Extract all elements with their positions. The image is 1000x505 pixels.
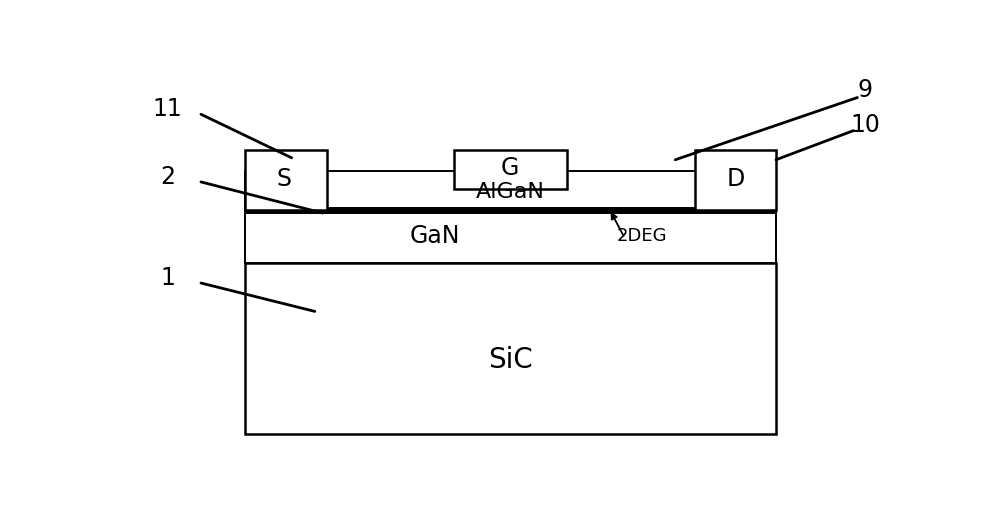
Text: D: D (727, 167, 745, 191)
Bar (245, 171, 776, 210)
Bar (245, 150, 326, 210)
Text: SiC: SiC (488, 346, 533, 374)
Text: 11: 11 (153, 97, 182, 121)
Bar (695, 150, 776, 210)
Bar (245, 263, 776, 434)
Text: G: G (501, 156, 519, 180)
Bar (245, 210, 776, 263)
Text: 2DEG: 2DEG (617, 227, 668, 245)
Bar (454, 150, 567, 189)
Text: S: S (276, 167, 291, 191)
Text: 1: 1 (160, 266, 175, 290)
Text: GaN: GaN (410, 224, 460, 248)
Text: 2: 2 (160, 165, 175, 189)
Text: 9: 9 (858, 78, 873, 102)
Text: AlGaN: AlGaN (476, 182, 545, 201)
Text: 10: 10 (850, 113, 880, 137)
